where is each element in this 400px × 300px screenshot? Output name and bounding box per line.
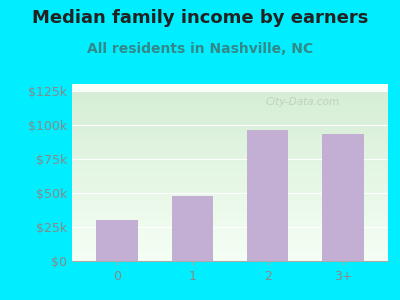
Bar <box>247 130 288 261</box>
Bar <box>172 196 213 261</box>
Bar <box>322 134 364 261</box>
Bar <box>72 84 388 91</box>
Bar <box>96 220 138 261</box>
Text: City-Data.com: City-Data.com <box>266 97 340 107</box>
Text: All residents in Nashville, NC: All residents in Nashville, NC <box>87 42 313 56</box>
Text: Median family income by earners: Median family income by earners <box>32 9 368 27</box>
